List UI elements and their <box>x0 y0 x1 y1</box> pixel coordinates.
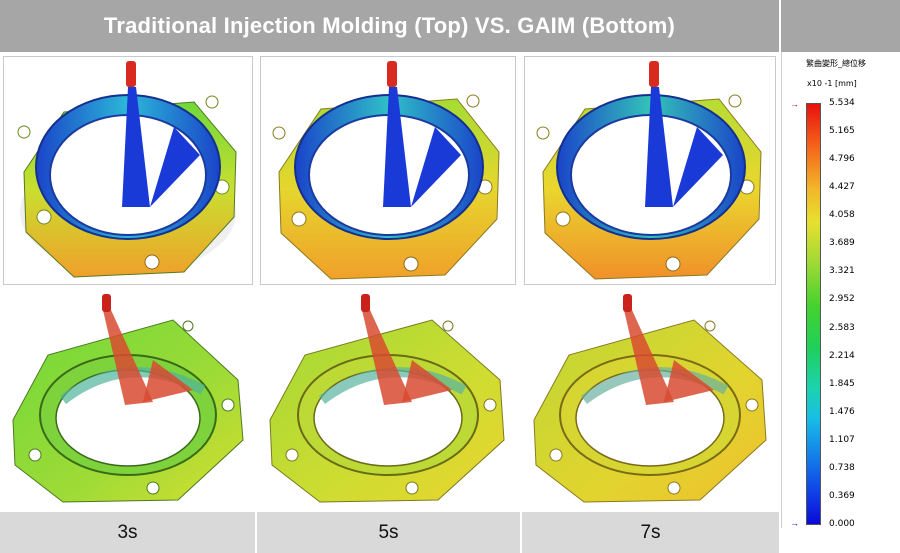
header-bar: Traditional Injection Molding (Top) VS. … <box>0 0 779 52</box>
column-label-7s: 7s <box>522 512 779 553</box>
header-bar-right <box>781 0 900 52</box>
scale-tick-label: 0.369 <box>829 490 855 501</box>
scale-tick-label: 3.321 <box>829 266 855 277</box>
column-label-5s: 5s <box>257 512 520 553</box>
column-label-3s: 3s <box>0 512 255 553</box>
scale-tick-label: 2.952 <box>829 294 855 305</box>
traditional-3s-image <box>3 56 253 285</box>
scale-title: 繁曲變形_總位移 <box>806 59 866 68</box>
max-arrow-icon: → <box>790 99 799 109</box>
page-title: Traditional Injection Molding (Top) VS. … <box>103 13 676 38</box>
scale-tick-label: 0.000 <box>829 519 855 529</box>
scale-tick-label: 4.796 <box>829 154 855 165</box>
traditional-5s-image <box>260 56 516 285</box>
scale-tick-label: 0.738 <box>829 462 855 473</box>
scale-tick-label: 1.845 <box>829 378 855 389</box>
color-scale-panel <box>781 52 900 528</box>
gaim-5s-image <box>260 290 516 508</box>
scale-tick-label: 5.534 <box>829 98 855 108</box>
scale-unit: x10 -1 [mm] <box>807 79 857 88</box>
color-scale-bar <box>806 103 821 525</box>
scale-tick-label: 3.689 <box>829 238 855 249</box>
scale-tick-label: 1.107 <box>829 434 855 445</box>
time-label: 7s <box>640 521 661 543</box>
scale-tick-label: 5.165 <box>829 126 855 137</box>
scale-tick-label: 2.214 <box>829 350 855 361</box>
scale-tick-label: 2.583 <box>829 322 855 333</box>
time-label: 5s <box>378 521 399 543</box>
time-label: 3s <box>117 521 138 543</box>
gaim-7s-image <box>524 290 776 508</box>
min-arrow-icon: → <box>790 518 799 528</box>
scale-tick-label: 1.476 <box>829 406 855 417</box>
scale-tick-label: 4.427 <box>829 182 855 193</box>
traditional-7s-image <box>524 56 776 285</box>
scale-tick-label: 4.058 <box>829 210 855 221</box>
gaim-3s-image <box>3 290 253 508</box>
